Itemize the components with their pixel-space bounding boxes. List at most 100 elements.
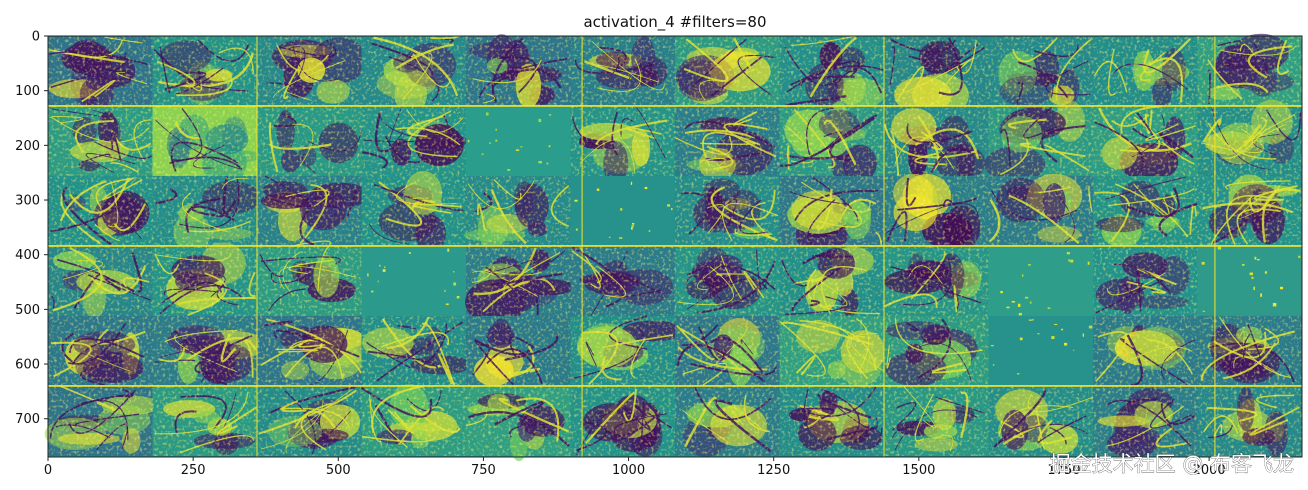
tile-texture [779, 175, 884, 246]
tile-speck [1032, 318, 1034, 321]
tile-speck [382, 269, 386, 272]
tile-texture [257, 245, 362, 316]
tile-texture [779, 315, 884, 386]
filter-tile [361, 315, 472, 387]
tile-texture [361, 385, 466, 456]
filter-tile [675, 36, 780, 106]
tile-texture [1197, 105, 1302, 176]
tile-texture [779, 245, 884, 316]
filter-tile [779, 315, 886, 386]
tile-fill [466, 105, 571, 176]
filter-tile [675, 245, 780, 316]
tile-texture [1093, 315, 1198, 386]
tile-texture [1197, 175, 1302, 246]
tile-speck [1254, 256, 1257, 260]
tile-texture [257, 315, 362, 386]
filter-tile [152, 36, 257, 106]
tile-speck [630, 181, 633, 185]
tile-texture [466, 175, 571, 246]
filter-tile [152, 242, 257, 316]
tile-texture [257, 385, 362, 456]
tile-speck [1070, 259, 1074, 263]
filter-tile [466, 315, 571, 387]
filter-tile [988, 385, 1094, 456]
watermark-text: 掘金技术社区 @ 布客飞龙 [1050, 452, 1294, 476]
x-tick-label: 1250 [757, 463, 790, 478]
filter-tile [257, 175, 370, 247]
tile-texture [988, 175, 1093, 246]
tile-texture [48, 175, 153, 246]
filter-tile [361, 171, 466, 253]
filter-tile [1197, 385, 1302, 457]
tile-texture [152, 36, 257, 106]
filter-tile [570, 245, 675, 316]
tile-speck [384, 266, 386, 269]
y-tick-label: 200 [15, 139, 40, 154]
tile-speck [548, 145, 551, 148]
tile-speck [1249, 272, 1254, 276]
filter-tile [465, 385, 571, 462]
filter-tile [1197, 174, 1302, 246]
tile-speck [1253, 286, 1255, 291]
tile-texture [48, 36, 153, 106]
filter-tile [257, 36, 367, 106]
filter-tile [884, 36, 989, 118]
tile-speck [445, 303, 449, 306]
filter-tile [48, 175, 153, 247]
tile-speck [1088, 325, 1093, 329]
x-tick-label: 2000 [1193, 463, 1226, 478]
filter-tile [463, 175, 571, 251]
filter-tile [988, 173, 1093, 246]
tile-texture [884, 385, 989, 456]
filter-tile [257, 385, 362, 456]
tile-texture [466, 385, 571, 456]
tile-texture [675, 385, 780, 456]
tile-speck [1217, 246, 1222, 250]
filter-tile [361, 245, 466, 316]
tile-speck [1201, 261, 1205, 265]
tile-texture [675, 175, 780, 246]
tile-texture [466, 315, 571, 386]
tile-texture [884, 315, 989, 386]
filter-tile [152, 315, 266, 386]
tile-speck [1017, 303, 1021, 307]
filter-tile [1197, 33, 1302, 106]
tile-speck [1028, 319, 1033, 321]
y-tick-label: 600 [15, 358, 40, 373]
tile-texture [361, 315, 466, 386]
tile-texture [570, 245, 675, 316]
tile-texture [361, 175, 466, 246]
tile-speck [574, 199, 578, 202]
tile-speck [1021, 274, 1024, 277]
filter-tile [570, 35, 675, 106]
tile-texture [152, 385, 257, 456]
tile-texture [48, 245, 153, 316]
filter-tile [570, 175, 675, 246]
filter-tile [1093, 36, 1198, 109]
tile-speck [1264, 271, 1267, 274]
tile-speck [1019, 337, 1023, 341]
axes-frame [47, 35, 1303, 458]
filter-tile [466, 34, 571, 109]
tile-speck [546, 162, 549, 165]
tile-speck [1029, 301, 1032, 304]
tile-speck [507, 169, 511, 171]
tile-speck [990, 345, 994, 347]
tile-speck [1006, 306, 1010, 309]
y-tick-label: 100 [15, 84, 40, 99]
tile-speck [453, 271, 455, 273]
activation-image [44, 33, 1302, 462]
tile-speck [648, 230, 651, 232]
filter-tile [152, 175, 262, 252]
tile-speck [1272, 302, 1277, 307]
filter-tile [257, 245, 362, 316]
tile-texture [884, 105, 989, 176]
tile-speck [1280, 286, 1284, 290]
filter-tile [48, 36, 153, 110]
x-tick-label: 0 [44, 463, 52, 478]
tile-texture [570, 385, 675, 456]
filter-tile [883, 105, 989, 182]
filter-tile [675, 315, 780, 387]
tile-speck [1063, 342, 1068, 346]
tile-texture [1197, 36, 1302, 106]
